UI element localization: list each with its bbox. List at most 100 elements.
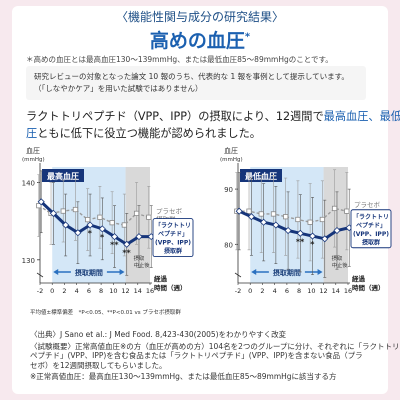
treatment-point (272, 221, 280, 229)
treatment-point (37, 198, 45, 206)
definition-text: ＊高めの血圧とは最高血圧130～139mmHg、または最低血圧85～89mmHg… (26, 55, 333, 64)
x-axis-label: 経過 (154, 274, 168, 283)
x-axis-label: 時間（週） (154, 283, 187, 292)
headline-text-2: ともに低下に役立つ機能が認められました。 (37, 127, 261, 140)
summary-line-2: ペプチド」(VPP、IPP)を含む食品または「ラクトトリペプチド」(VPP、IP… (30, 351, 363, 370)
intake-label-bg (268, 267, 305, 277)
treatment-point (98, 225, 106, 233)
headline-line-2: 圧ともに低下に役立つ機能が認められました。 (26, 125, 261, 141)
treatment-legend-label: (VPP、IPP) (353, 231, 389, 238)
source-text: 〈出典〉J Sano et al.: J Med Food. 8,423-430… (30, 330, 287, 339)
treatment-legend-label: (VPP、IPP) (155, 240, 191, 247)
treatment-legend-label: ペプチド」 (356, 221, 386, 229)
treatment-point (284, 226, 292, 235)
placebo-point (319, 216, 325, 223)
treatment-point (296, 229, 304, 237)
x-axis-label: 経過 (352, 274, 366, 283)
x-tick-label: -2 (37, 287, 43, 295)
y-axis-label: 血圧 (26, 146, 40, 155)
x-tick-label: 2 (260, 287, 264, 295)
treatment-series-line (40, 200, 152, 247)
x-tick-label: 14 (134, 287, 142, 295)
y-axis-unit: (mmHg) (220, 157, 243, 163)
x-tick-label: 14 (332, 287, 340, 295)
placebo-point (344, 208, 350, 214)
significance-mark: * (100, 233, 105, 242)
placebo-point (258, 211, 264, 217)
treatment-legend-label: ペプチド」 (158, 230, 188, 238)
x-tick-label: 16 (146, 287, 154, 295)
x-tick-label: 2 (62, 287, 66, 295)
stop-label: 中止後 (134, 261, 151, 269)
treatment-point (235, 207, 243, 215)
stop-label: 摂取 (332, 254, 343, 262)
x-tick-label: 4 (273, 287, 277, 295)
x-tick-label: 10 (307, 287, 315, 295)
treatment-point (135, 233, 143, 241)
page-title: 高めの血圧* (0, 26, 400, 53)
stop-period-band (323, 167, 348, 283)
treatment-legend-label: 「ラクトトリ (155, 222, 191, 230)
note-line-1: 研究レビューの対象となった論文 10 報のうち、代表的な 1 報を事例として提示… (34, 72, 349, 81)
headline-highlight-2: 圧 (26, 127, 38, 140)
y-axis-label: 血圧 (224, 146, 238, 155)
placebo-point (121, 222, 127, 228)
placebo-point (85, 216, 91, 223)
stop-label: 中止後 (332, 261, 349, 269)
intake-arrow-head-right (317, 269, 323, 275)
placebo-point (97, 214, 103, 220)
treatment-point (247, 213, 255, 221)
treatment-point (123, 240, 131, 248)
summary-line-1: 〈試験概要〉正常高値血圧※の方（血圧が高めの方）104名を2つのグループに分け、… (30, 342, 400, 351)
treatment-point (308, 232, 317, 240)
placebo-point (270, 211, 277, 217)
intake-label: 摂取期間 (75, 268, 103, 277)
axis-break-mark (36, 272, 44, 278)
significance-mark: ** (110, 241, 119, 250)
x-tick-label: 6 (285, 287, 289, 295)
title-mark: * (244, 31, 251, 43)
placebo-point (246, 208, 252, 214)
treatment-legend-label: 「ラクトトリ (353, 213, 389, 221)
treatment-point (62, 221, 70, 229)
treatment-point (260, 218, 268, 226)
placebo-point (133, 210, 140, 216)
significance-mark: * (88, 229, 93, 238)
stop-label: 摂取 (134, 254, 145, 262)
y-tick-label: 90 (224, 186, 233, 194)
chart-title-box (42, 169, 84, 182)
axis-break-mark (234, 272, 242, 278)
x-axis-label: 時間（週） (352, 283, 385, 292)
treatment-point (110, 233, 119, 241)
x-tick-label: -2 (235, 287, 241, 295)
intake-arrow-head-left (251, 269, 257, 275)
intake-label-bg (70, 267, 107, 277)
treatment-point (86, 221, 94, 229)
x-tick-label: 16 (344, 287, 352, 295)
x-tick-label: 8 (99, 287, 103, 295)
x-tick-label: 0 (248, 287, 252, 295)
treatment-point (321, 235, 329, 243)
chart-title: 最高血圧 (47, 171, 79, 181)
placebo-point (60, 208, 66, 214)
headline-highlight-1: 最高血圧、最低血 (323, 110, 400, 123)
y-axis-unit: (mmHg) (22, 157, 45, 163)
note-box (26, 66, 366, 100)
stop-period-band (125, 167, 150, 283)
significance-mark: ** (122, 248, 131, 257)
treatment-legend-box (152, 218, 194, 258)
placebo-point (295, 216, 301, 223)
placebo-point (72, 206, 79, 213)
summary-footnote: ※正常高値血圧：最高血圧130～139mmHg、または最低血圧85～89mmHg… (30, 372, 337, 381)
x-tick-label: 8 (297, 287, 301, 295)
x-tick-label: 6 (87, 287, 91, 295)
title-text: 高めの血圧 (149, 30, 245, 52)
significance-mark: ** (296, 237, 305, 246)
y-tick-label: 80 (224, 241, 233, 249)
treatment-series-line (238, 209, 350, 241)
y-tick-label: 140 (22, 179, 35, 187)
x-tick-label: 12 (319, 287, 327, 295)
treatment-legend-box (350, 209, 392, 249)
placebo-point (146, 214, 152, 220)
